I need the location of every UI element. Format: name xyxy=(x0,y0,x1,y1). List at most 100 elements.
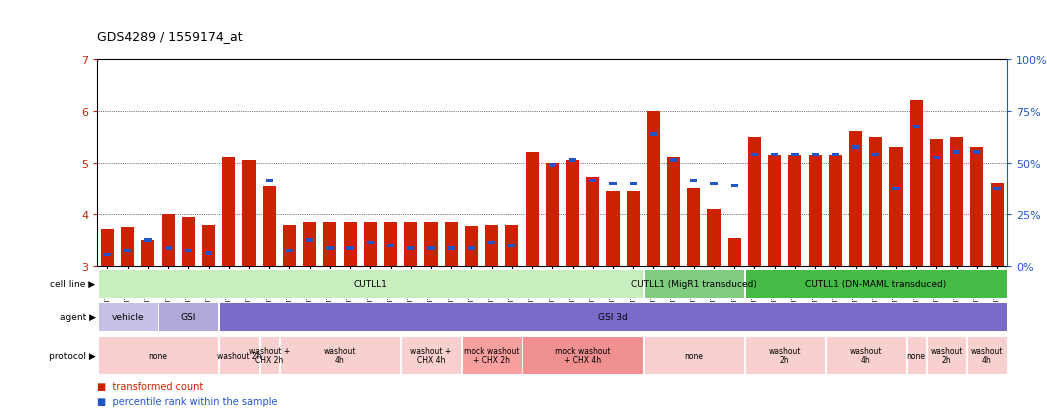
Bar xyxy=(586,178,599,266)
Bar xyxy=(104,253,111,257)
Bar xyxy=(445,223,458,266)
Bar xyxy=(161,215,175,266)
Bar xyxy=(647,112,660,266)
Bar xyxy=(788,155,802,266)
Bar xyxy=(182,217,195,266)
Bar xyxy=(549,164,556,167)
Bar xyxy=(890,147,903,266)
Bar xyxy=(266,180,273,183)
Bar xyxy=(306,239,313,242)
Bar xyxy=(506,225,518,266)
Bar xyxy=(974,151,980,154)
Bar xyxy=(522,336,643,374)
Text: none: none xyxy=(907,351,926,360)
Bar xyxy=(650,133,658,136)
Bar xyxy=(744,336,825,374)
Bar xyxy=(869,137,883,266)
Bar xyxy=(508,244,515,247)
Bar xyxy=(910,101,922,266)
Bar xyxy=(263,186,275,266)
Bar xyxy=(407,247,415,250)
Bar xyxy=(872,154,879,157)
Text: CUTLL1 (DN-MAML transduced): CUTLL1 (DN-MAML transduced) xyxy=(805,280,946,288)
Bar xyxy=(260,336,279,374)
Bar xyxy=(626,192,640,266)
Bar xyxy=(670,159,677,162)
Bar xyxy=(950,137,963,266)
Bar xyxy=(97,336,218,374)
Bar xyxy=(401,336,461,374)
Text: mock washout
+ CHX 2h: mock washout + CHX 2h xyxy=(464,346,519,364)
Bar xyxy=(744,270,1007,298)
Bar xyxy=(849,132,862,266)
Text: GSI: GSI xyxy=(181,313,196,321)
Bar xyxy=(97,270,643,298)
Bar xyxy=(121,228,134,266)
Text: GSI 3d: GSI 3d xyxy=(598,313,628,321)
Bar xyxy=(158,303,218,331)
Bar xyxy=(384,223,397,266)
Bar xyxy=(488,242,495,245)
Text: protocol ▶: protocol ▶ xyxy=(49,351,95,360)
Text: CUTLL1 (MigR1 transduced): CUTLL1 (MigR1 transduced) xyxy=(631,280,757,288)
Bar xyxy=(892,187,899,191)
Bar xyxy=(219,336,259,374)
Bar xyxy=(771,154,778,157)
Bar xyxy=(243,161,255,266)
Bar xyxy=(953,151,960,154)
Text: washout
2h: washout 2h xyxy=(931,346,963,364)
Bar xyxy=(831,154,839,157)
Bar xyxy=(366,242,374,245)
Bar xyxy=(913,125,920,129)
Bar xyxy=(387,244,394,247)
Bar xyxy=(811,154,819,157)
Bar xyxy=(826,336,906,374)
Bar xyxy=(933,156,940,160)
Text: washout +
CHX 4h: washout + CHX 4h xyxy=(410,346,451,364)
Bar xyxy=(569,159,576,162)
Bar xyxy=(748,137,761,266)
Bar xyxy=(280,336,400,374)
Text: CUTLL1: CUTLL1 xyxy=(354,280,387,288)
Text: agent ▶: agent ▶ xyxy=(60,313,95,321)
Text: washout 2h: washout 2h xyxy=(217,351,261,360)
Bar xyxy=(303,223,316,266)
Bar xyxy=(343,223,357,266)
Bar xyxy=(125,249,131,253)
Bar xyxy=(990,184,1004,266)
Bar xyxy=(690,180,697,183)
Bar xyxy=(589,180,597,183)
Bar xyxy=(852,146,860,150)
Text: vehicle: vehicle xyxy=(111,313,144,321)
Bar xyxy=(927,336,966,374)
Bar xyxy=(283,225,296,266)
Bar xyxy=(485,225,498,266)
Bar xyxy=(711,182,717,185)
Bar xyxy=(101,229,114,266)
Bar xyxy=(219,303,1007,331)
Bar xyxy=(164,247,172,250)
Bar xyxy=(792,154,799,157)
Bar xyxy=(465,226,478,266)
Bar xyxy=(687,189,700,266)
Bar xyxy=(205,252,213,255)
Bar xyxy=(347,247,354,250)
Text: none: none xyxy=(685,351,704,360)
Bar xyxy=(907,336,926,374)
Text: washout
4h: washout 4h xyxy=(324,346,356,364)
Bar xyxy=(606,192,620,266)
Text: washout
4h: washout 4h xyxy=(849,346,882,364)
Bar xyxy=(629,182,637,185)
Bar xyxy=(768,155,781,266)
Bar xyxy=(708,210,720,266)
Bar xyxy=(609,182,617,185)
Bar xyxy=(566,161,579,266)
Bar xyxy=(994,187,1001,191)
Bar xyxy=(222,158,236,266)
Text: washout +
CHX 2h: washout + CHX 2h xyxy=(248,346,290,364)
Bar xyxy=(462,336,521,374)
Bar xyxy=(363,223,377,266)
Bar xyxy=(404,223,418,266)
Bar xyxy=(728,238,741,266)
Bar xyxy=(324,223,336,266)
